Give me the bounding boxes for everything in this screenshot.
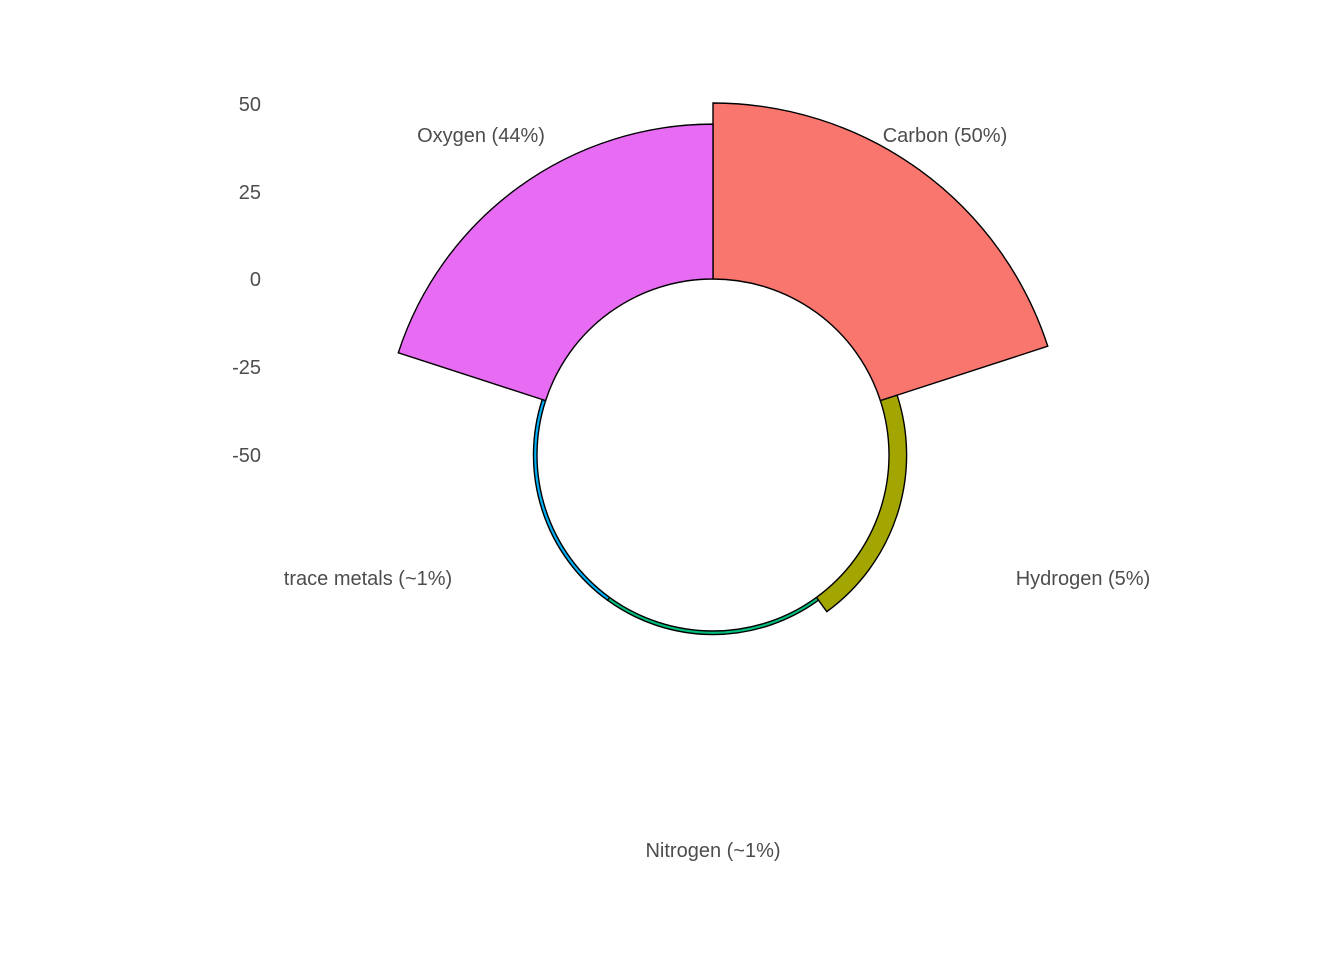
y-tick-label: -50: [232, 445, 261, 467]
category-labels: Carbon (50%) Hydrogen (5%) Nitrogen (~1%…: [284, 125, 1150, 862]
panel-clip: [1152, 560, 1192, 600]
category-label-nitrogen: Nitrogen (~1%): [645, 840, 780, 862]
y-tick-label: -25: [232, 357, 261, 379]
chart-bars: [397, 102, 1049, 636]
y-tick-label: 50: [239, 94, 261, 116]
category-label-trace-metals: trace metals (~1%): [284, 568, 452, 590]
bar-carbon: [712, 102, 1049, 402]
bar-oxygen: [397, 123, 714, 402]
category-label-oxygen: Oxygen (44%): [417, 125, 545, 147]
bar-hydrogen: [815, 394, 908, 613]
category-label-carbon: Carbon (50%): [883, 125, 1008, 147]
y-axis: 50 25 0 -25 -50: [232, 94, 261, 467]
y-tick-label: 25: [239, 182, 261, 204]
category-label-hydrogen: Hydrogen (5%): [1016, 568, 1151, 590]
y-tick-label: 0: [250, 269, 261, 291]
